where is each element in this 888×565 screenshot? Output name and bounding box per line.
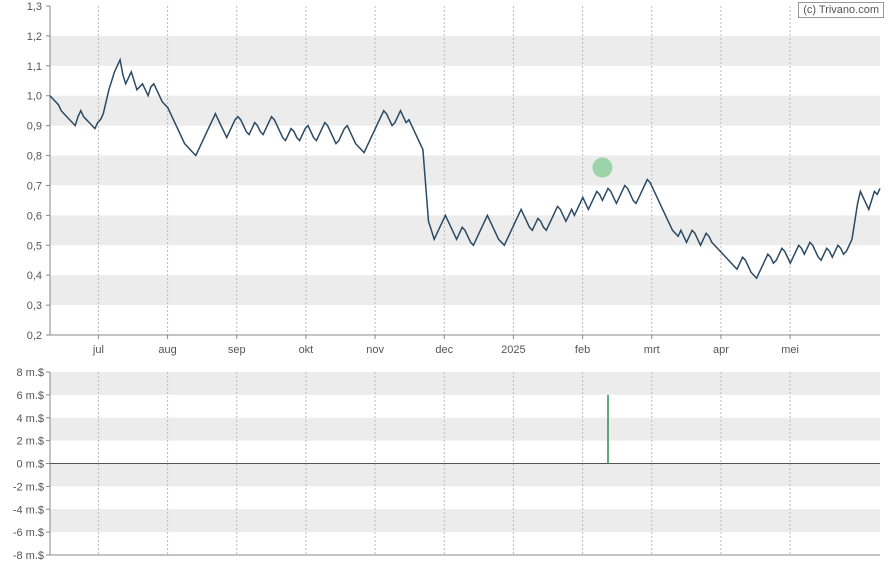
volume-ytick-label: 0 m.$ (16, 459, 44, 471)
price-ytick-label: 0,2 (27, 330, 42, 342)
price-ytick-label: 0,9 (27, 121, 42, 133)
price-grid-stripe (50, 36, 880, 66)
volume-grid-stripe (50, 372, 880, 395)
volume-ytick-label: -2 m.$ (13, 481, 44, 493)
month-label: okt (299, 344, 314, 356)
month-label: mrt (644, 344, 660, 356)
price-ytick-label: 1,0 (27, 91, 42, 103)
month-label: sep (228, 344, 246, 356)
price-ytick-label: 1,2 (27, 31, 42, 43)
month-label: dec (435, 344, 453, 356)
month-label: apr (713, 344, 729, 356)
month-label: mei (781, 344, 799, 356)
volume-grid-stripe (50, 464, 880, 487)
volume-ytick-label: -8 m.$ (13, 550, 44, 562)
month-label: jul (92, 344, 104, 356)
month-label: feb (575, 344, 590, 356)
volume-ytick-label: 2 m.$ (16, 436, 44, 448)
volume-ytick-label: -6 m.$ (13, 527, 44, 539)
attribution-label: (c) Trivano.com (798, 2, 884, 18)
price-ytick-label: 0,5 (27, 240, 42, 252)
month-label: aug (158, 344, 176, 356)
price-ytick-label: 0,3 (27, 300, 42, 312)
price-ytick-label: 1,3 (27, 1, 42, 13)
month-label: nov (366, 344, 384, 356)
month-label: 2025 (501, 344, 525, 356)
volume-grid-stripe (50, 509, 880, 532)
price-ytick-label: 0,8 (27, 151, 42, 163)
price-ytick-label: 1,1 (27, 61, 42, 73)
chart-container: (c) Trivano.com 0,2 0,3 0,4 0,5 0,6 0,7 0,8 0,9… (0, 0, 888, 565)
price-ytick-label: 0,6 (27, 210, 42, 222)
stock-chart: 0,2 0,3 0,4 0,5 0,6 0,7 0,8 0,9 1,0 1,1 1,2 1,3 jul a… (0, 0, 888, 565)
price-grid-stripe (50, 156, 880, 186)
volume-ytick-label: 8 m.$ (16, 367, 44, 379)
volume-ytick-label: -4 m.$ (13, 504, 44, 516)
price-ytick-label: 0,4 (27, 270, 42, 282)
volume-ytick-label: 6 m.$ (16, 390, 44, 402)
price-grid-stripe (50, 275, 880, 305)
volume-grid-stripe (50, 418, 880, 441)
event-marker[interactable] (592, 158, 612, 178)
volume-ytick-label: 4 m.$ (16, 413, 44, 425)
price-ytick-label: 0,7 (27, 180, 42, 192)
